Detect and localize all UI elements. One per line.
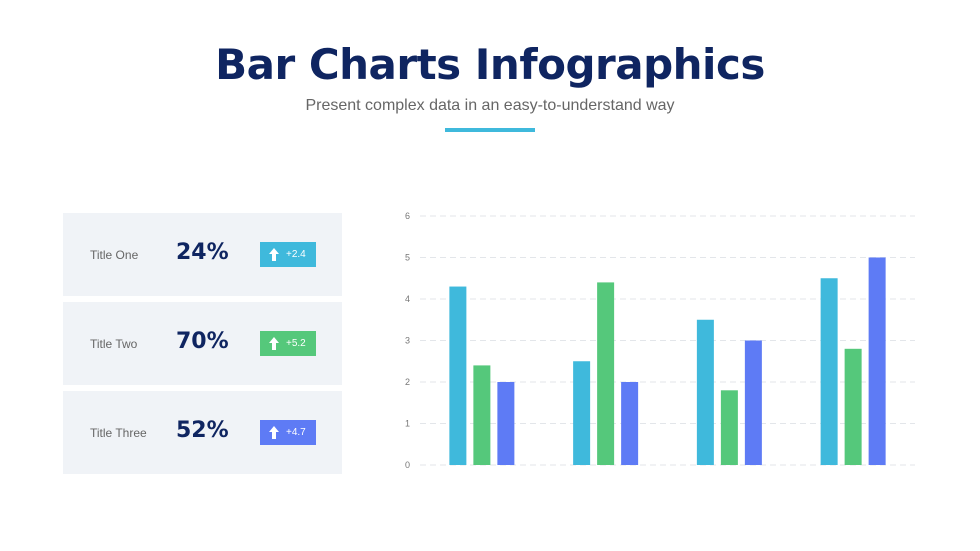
stat-label: Title One [90, 248, 139, 262]
bar-s3-g1 [497, 382, 515, 465]
y-tick-label: 3 [405, 336, 410, 346]
bar-s1-g1 [449, 286, 467, 465]
title-accent-line [445, 128, 535, 132]
stat-card: Title Three 52% +4.7 [63, 391, 342, 474]
stat-card: Title Two 70% +5.2 [63, 302, 342, 385]
y-tick-label: 0 [405, 460, 410, 470]
change-badge: +2.4 [260, 242, 316, 267]
bar-s2-g2 [597, 282, 615, 465]
y-tick-label: 1 [405, 419, 410, 429]
bar-s2-g1 [473, 365, 491, 465]
stat-label: Title Two [90, 337, 138, 351]
stat-percent: 70% [176, 329, 229, 354]
bar-chart: 0 1 2 3 4 5 6 [405, 211, 915, 470]
page-subtitle: Present complex data in an easy-to-under… [305, 97, 675, 114]
arrow-up-icon [269, 248, 279, 261]
y-tick-label: 6 [405, 211, 410, 221]
change-value: +2.4 [286, 249, 306, 260]
bar-s2-g3 [720, 390, 738, 465]
stat-percent: 24% [176, 240, 229, 265]
change-value: +5.2 [286, 338, 306, 349]
bar-s1-g2 [573, 361, 591, 465]
arrow-up-icon [269, 426, 279, 439]
bar-s2-g4 [844, 348, 862, 465]
bar-s1-g4 [820, 278, 838, 465]
arrow-up-icon [269, 337, 279, 350]
bar-s1-g3 [696, 319, 714, 465]
page-title: Bar Charts Infographics [215, 40, 765, 89]
y-tick-label: 5 [405, 253, 410, 263]
bar-s3-g4 [868, 257, 886, 465]
y-tick-label: 2 [405, 377, 410, 387]
stat-card: Title One 24% +2.4 [63, 213, 342, 296]
change-badge: +4.7 [260, 420, 316, 445]
change-badge: +5.2 [260, 331, 316, 356]
stat-percent: 52% [176, 418, 229, 443]
bar-s3-g2 [621, 382, 639, 465]
y-tick-label: 4 [405, 294, 410, 304]
stat-label: Title Three [90, 426, 147, 440]
change-value: +4.7 [286, 427, 306, 438]
bar-s3-g3 [744, 340, 762, 465]
